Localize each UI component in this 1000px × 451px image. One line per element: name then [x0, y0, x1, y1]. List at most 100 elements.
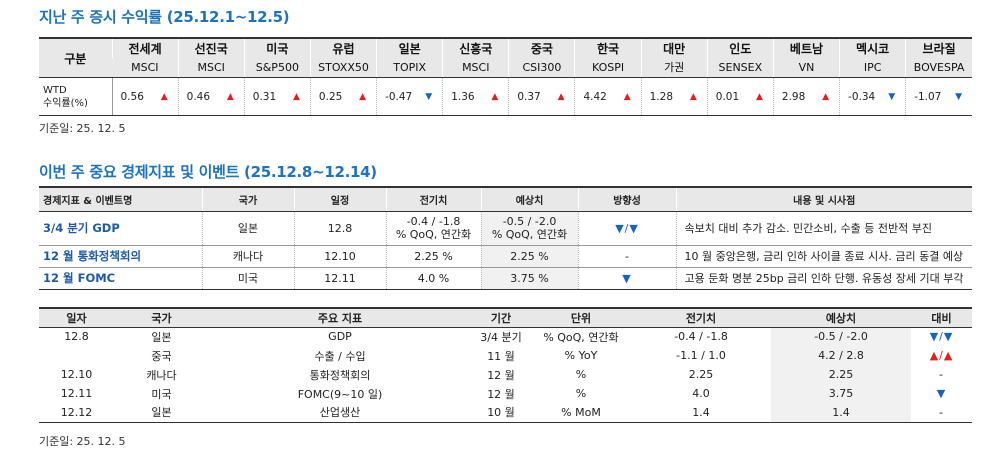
market-return-cell: 0.01 ▲ [707, 77, 774, 116]
market-return-cell: 4.42 ▲ [574, 77, 642, 116]
events-table: 경제지표 & 이벤트명 국가 일정 전기치 예상치 방향성 내용 및 시사점 3/4 분기 … [39, 186, 972, 290]
calendar-column-header: 일자 [39, 307, 114, 328]
market-return-cell: 0.56 ▲ [112, 77, 179, 116]
event-prev: 4.0 % [386, 267, 482, 290]
market-index: MSCI [112, 58, 179, 78]
market-index: MSCI [177, 58, 245, 78]
event-content: 고용 둔화 명분 25bp 금리 인하 단행. 유동성 장세 기대 부각 [676, 267, 972, 290]
calendar-prev: -1.1 / 1.0 [676, 349, 726, 362]
market-return-cell: 0.31 ▲ [244, 77, 311, 116]
calendar-row: 12.10 캐나다 통화정책회의 12 월% 2.25 2.25 - [39, 365, 972, 384]
triangle-up-icon: ▲ [359, 91, 367, 102]
market-index: CSI300 [508, 58, 575, 78]
market-name: 멕시코 [839, 37, 906, 58]
calendar-indicator: GDP [328, 330, 352, 344]
market-return-value: 0.01 [715, 90, 740, 103]
event-direction: ▼ [578, 267, 677, 290]
market-name: 대만 [640, 37, 708, 58]
event-name: 12 월 통화정책회의 [39, 245, 203, 268]
event-prev: 2.25 % [386, 245, 482, 268]
market-return-value: 0.25 [318, 90, 343, 103]
market-return-value: 0.46 [186, 90, 211, 103]
market-index: TOPIX [376, 58, 443, 78]
calendar-date: 12.11 [60, 387, 93, 400]
events-column-header: 일정 [293, 186, 386, 212]
market-name: 인도 [706, 37, 774, 58]
calendar-country: 캐나다 [146, 368, 177, 382]
triangle-up-icon: ▲ [226, 91, 234, 102]
calendar-period: 10 월 [471, 403, 531, 423]
calendar-row: 중국 수출 / 수입 11 월 % YoY -1.1 / 1.0 4.2 / 2.8 ▲/▲ [39, 346, 972, 365]
events-title: 이번 주 중요 경제지표 및 이벤트 (25.12.8~12.14) [39, 163, 377, 181]
calendar-prev: 1.4 [631, 403, 771, 423]
market-return-value: -0.34 [848, 90, 876, 103]
market-name: 일본 [376, 37, 443, 58]
returns-base-date: 기준일: 25. 12. 5 [39, 122, 126, 135]
market-index: KOSPI [574, 58, 642, 78]
market-name: 중국 [508, 37, 575, 58]
events-column-header: 국가 [201, 186, 294, 212]
market-return-cell: 2.98 ▲ [773, 77, 841, 116]
market-name: 베트남 [772, 37, 840, 58]
market-return-value: 1.28 [649, 90, 674, 103]
market-name: 미국 [243, 37, 311, 58]
calendar-country: 일본 [114, 403, 209, 423]
triangle-up-icon: ▲ [160, 91, 168, 102]
event-date: 12.11 [294, 267, 387, 290]
market-index: SENSEX [706, 58, 774, 78]
calendar-column-header: 단위 [531, 307, 631, 328]
calendar-column-header: 대비 [911, 307, 972, 328]
market-return-cell: -0.47 ▼ [376, 77, 444, 116]
event-row: 12 월 FOMC 미국 12.11 4.0 % 3.75 % ▼ 고용 둔화 … [39, 267, 972, 290]
event-country: 일본 [202, 211, 295, 246]
market-return-cell: 0.46 ▲ [178, 77, 245, 116]
market-name: 유럽 [309, 37, 377, 58]
market-return-cell: 1.36 ▲ [442, 77, 510, 116]
triangle-up-icon: ▲ [293, 91, 300, 102]
calendar-column-header: 전기치 [631, 307, 771, 328]
market-return-value: 0.31 [252, 90, 277, 103]
events-column-header: 경제지표 & 이벤트명 [39, 186, 202, 212]
calendar-compare: ▲/▲ [929, 349, 954, 362]
market-return-cell: 0.25 ▲ [310, 77, 378, 116]
market-return-cell: 1.28 ▲ [641, 77, 708, 116]
calendar-unit: % [575, 368, 587, 381]
market-name: 신흥국 [442, 37, 509, 58]
calendar-row: 12.11 미국 FOMC(9~10 일) 12 월% 4.0 3.75 ▼ [39, 384, 972, 403]
calendar-period: 12 월 [487, 387, 515, 401]
calendar-expected: -0.5 / -2.0 [771, 327, 911, 346]
market-index: BOVESPA [905, 58, 972, 78]
calendar-country: 중국 [151, 349, 172, 363]
events-column-header: 내용 및 시사점 [675, 186, 972, 212]
triangle-up-icon: ▲ [491, 91, 499, 102]
calendar-column-header: 기간 [471, 307, 531, 328]
calendar-base-date: 기준일: 25. 12. 5 [39, 435, 126, 448]
calendar-indicator: 통화정책회의 [309, 368, 371, 382]
calendar-column-header: 예상치 [771, 307, 911, 328]
market-index: S&P500 [243, 58, 311, 78]
returns-title: 지난 주 증시 수익률 (25.12.1~12.5) [39, 8, 290, 26]
events-column-header: 방향성 [577, 186, 676, 212]
calendar-column-header: 국가 [114, 307, 209, 328]
calendar-compare: - [911, 403, 972, 423]
calendar-row: 12.8 일본 GDP 3/4 분기 % QoQ, 연간화 -0.4 / -1.8 -0.5… [39, 327, 972, 346]
calendar-compare: ▼/▼ [929, 330, 954, 344]
market-return-value: 1.36 [451, 90, 475, 103]
event-content: 10 월 중앙은행, 금리 인하 사이클 종료 시사. 금리 동결 예상 [676, 245, 972, 268]
market-return-value: -0.47 [385, 90, 413, 103]
market-name: 한국 [574, 37, 642, 58]
event-direction: - [578, 245, 677, 268]
event-name: 12 월 FOMC [39, 267, 203, 290]
calendar-indicator: 산업생산 [209, 403, 471, 423]
calendar-expected: 3.75 [771, 384, 911, 403]
event-date: 12.8 [294, 211, 387, 246]
calendar-prev: -0.4 / -1.8 [674, 330, 728, 344]
events-column-header: 전기치 [385, 186, 481, 212]
triangle-up-icon: ▲ [623, 91, 631, 102]
calendar-date: 12.10 [60, 368, 93, 381]
calendar-expected: 1.4 [771, 403, 911, 423]
calendar-table: 일자 국가 주요 지표 기간 단위 전기치 예상치 대비 12.8 일본 GDP 3/4 분기 % Q… [39, 307, 972, 423]
market-return-value: 4.42 [583, 90, 607, 103]
calendar-prev: 2.25 [688, 368, 714, 381]
calendar-row: 12.12 일본 산업생산 10 월% MoM 1.4 1.4- [39, 403, 972, 423]
